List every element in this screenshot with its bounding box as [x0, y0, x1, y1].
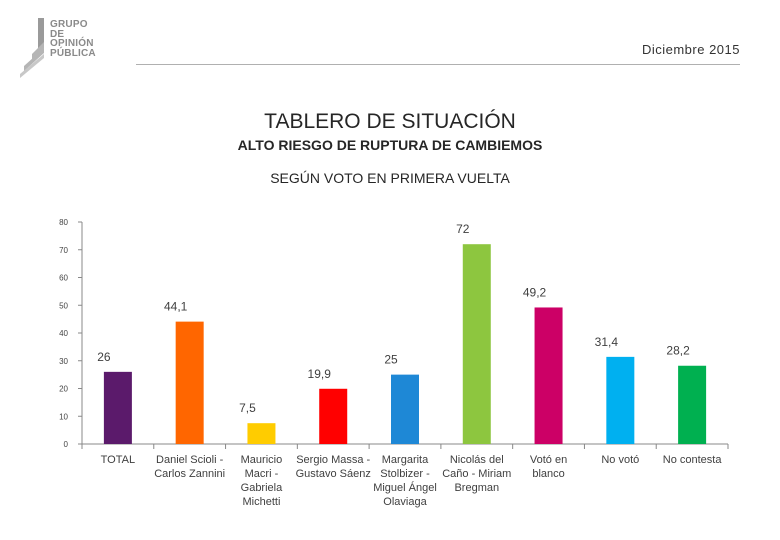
x-tick-label: Mauricio Macri - Gabriela Michetti — [241, 454, 283, 508]
logo-line: PÚBLICA — [50, 47, 96, 59]
y-tick-label: 80 — [59, 218, 68, 227]
y-tick-label: 20 — [59, 385, 68, 394]
bar — [678, 365, 707, 444]
data-label: 44,1 — [164, 300, 188, 314]
bar — [247, 423, 276, 444]
logo-text: GRUPO DE OPINIÓN PÚBLICA — [50, 20, 96, 58]
bar — [319, 388, 348, 444]
bar — [462, 244, 491, 444]
x-tick-label-line: No contesta — [663, 454, 723, 466]
x-tick-label-line: Macri - — [245, 468, 279, 480]
logo — [18, 18, 138, 80]
x-tick-label-line: Olaviaga — [383, 496, 427, 508]
bar — [175, 321, 204, 444]
y-tick-label: 50 — [59, 301, 68, 310]
data-label: 72 — [456, 222, 470, 236]
x-tick-label: No votó — [601, 454, 639, 466]
logo-line: DE — [50, 28, 65, 40]
x-tick-label-line: Mauricio — [241, 454, 283, 466]
x-tick-label-line: Miguel Ángel — [373, 481, 437, 494]
x-tick-label: TOTAL — [101, 454, 135, 466]
report-date: Diciembre 2015 — [641, 42, 740, 57]
x-tick-label-line: blanco — [532, 468, 564, 480]
logo-line: OPINIÓN — [50, 38, 94, 50]
chart-title: SEGÚN VOTO EN PRIMERA VUELTA — [270, 170, 510, 186]
x-tick-label: No contesta — [663, 454, 723, 466]
bar — [391, 374, 419, 444]
x-tick-label: Votó en blanco — [530, 454, 567, 480]
header-divider — [136, 64, 740, 65]
x-tick-label-line: Gustavo Sáenz — [296, 468, 371, 480]
y-tick-label: 30 — [59, 357, 68, 366]
x-tick-label-line: Nicolás del — [450, 454, 504, 466]
x-tick-label-line: Stolbizer - — [380, 468, 430, 480]
y-tick-label: 10 — [59, 412, 68, 421]
x-tick-label-line: TOTAL — [101, 454, 135, 466]
bar — [606, 356, 635, 444]
data-label: 25 — [384, 353, 398, 367]
x-tick-label-line: Carlos Zannini — [154, 468, 225, 480]
y-tick-label: 40 — [59, 329, 68, 338]
page-subtitle: ALTO RIESGO DE RUPTURA DE CAMBIEMOS — [237, 137, 543, 153]
logo-mark-icon — [20, 18, 44, 78]
data-label: 31,4 — [595, 335, 619, 349]
x-tick-label-line: Daniel Scioli - — [156, 454, 224, 466]
x-tick-label: Sergio Massa - Gustavo Sáenz — [296, 454, 371, 480]
logo-line: GRUPO — [50, 19, 88, 30]
data-label: 26 — [97, 350, 111, 364]
x-tick-label-line: Michetti — [242, 496, 280, 508]
data-label: 49,2 — [523, 285, 547, 299]
y-tick-label: 60 — [59, 274, 68, 283]
data-label: 7,5 — [239, 401, 256, 415]
bar — [534, 307, 563, 444]
x-tick-label: Nicolás del Caño - Miriam Bregman — [442, 454, 511, 494]
x-tick-label-line: Caño - Miriam — [442, 468, 511, 480]
x-tick-label: Daniel Scioli - Carlos Zannini — [154, 454, 225, 480]
x-tick-label-line: Sergio Massa - — [296, 454, 370, 466]
x-tick-label: Margarita Stolbizer -Miguel Ángel Olaviaga — [373, 454, 437, 508]
page-title: TABLERO DE SITUACIÓN — [264, 110, 516, 133]
bar — [103, 371, 132, 444]
x-tick-label-line: Bregman — [454, 482, 499, 494]
x-tick-label-line: Votó en — [530, 454, 567, 466]
x-tick-label-line: Margarita — [382, 454, 429, 466]
x-tick-label-line: Gabriela — [241, 482, 283, 494]
data-label: 28,2 — [666, 344, 690, 358]
data-label: 19,9 — [308, 367, 332, 381]
y-tick-label: 70 — [59, 246, 68, 255]
y-tick-label: 0 — [64, 440, 69, 449]
x-tick-label-line: No votó — [601, 454, 639, 466]
